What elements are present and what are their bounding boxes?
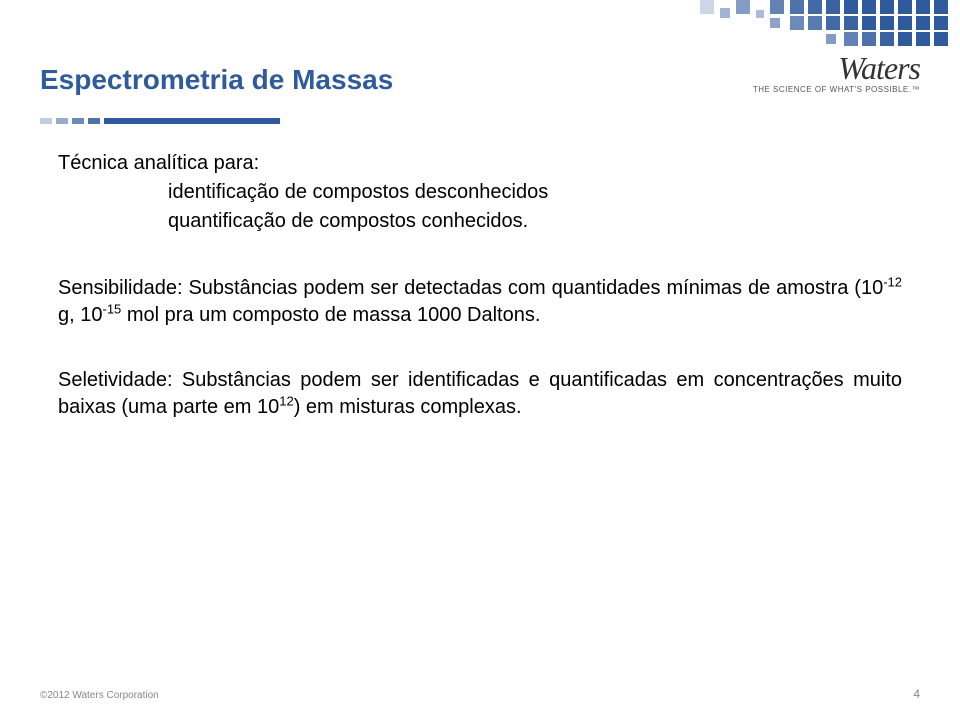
body-line-2: identificação de compostos desconhecidos	[168, 179, 902, 206]
copyright: ©2012 Waters Corporation	[40, 690, 159, 701]
brand-name: Waters	[753, 50, 920, 87]
page-number: 4	[913, 687, 920, 701]
header: Waters THE SCIENCE OF WHAT'S POSSIBLE.™ …	[0, 0, 960, 120]
p2-sup-2: -15	[102, 301, 121, 316]
footer: ©2012 Waters Corporation 4	[40, 687, 920, 701]
slide-body: Técnica analítica para: identificação de…	[58, 150, 902, 421]
slide: Waters THE SCIENCE OF WHAT'S POSSIBLE.™ …	[0, 0, 960, 717]
p3-sup-1: 12	[279, 393, 293, 408]
p3-text-b: ) em misturas complexas.	[294, 396, 522, 418]
p2-sup-1: -12	[883, 274, 902, 289]
slide-title: Espectrometria de Massas	[40, 64, 393, 96]
corner-pixel-decor	[700, 0, 960, 52]
brand-tagline: THE SCIENCE OF WHAT'S POSSIBLE.™	[753, 85, 920, 94]
p2-text-b: g, 10	[58, 304, 102, 326]
p2-text-a: Sensibilidade: Substâncias podem ser det…	[58, 277, 883, 299]
body-para-3: Seletividade: Substâncias podem ser iden…	[58, 367, 902, 421]
body-line-3: quantificação de compostos conhecidos.	[168, 208, 902, 235]
body-line-1: Técnica analítica para:	[58, 150, 902, 177]
p2-text-c: mol pra um composto de massa 1000 Dalton…	[121, 304, 540, 326]
body-para-2: Sensibilidade: Substâncias podem ser det…	[58, 275, 902, 329]
brand-logo: Waters THE SCIENCE OF WHAT'S POSSIBLE.™	[753, 50, 920, 94]
title-divider	[40, 118, 280, 124]
